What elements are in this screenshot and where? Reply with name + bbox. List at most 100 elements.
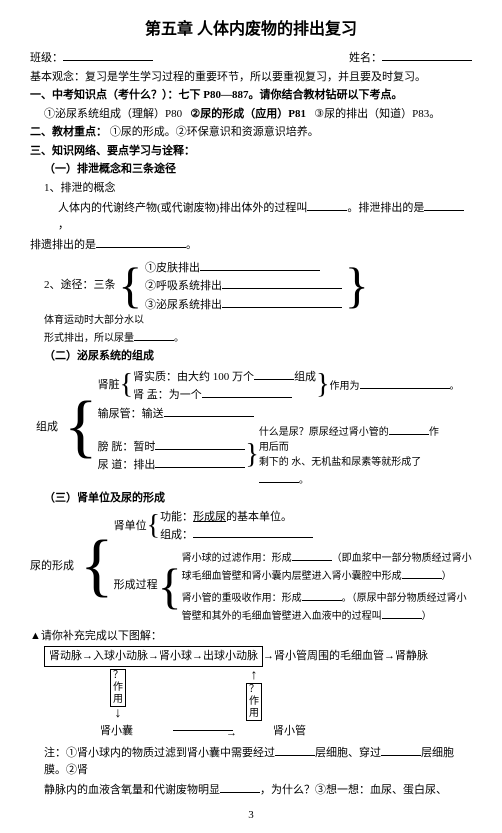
b-sz: {	[120, 372, 133, 397]
note2: 静脉内的血液含氧量和代谢废物明显，为什么？③想一想：血尿、蛋白尿、	[30, 780, 472, 799]
sub1-heading: （一）排泄概念和三条途径	[30, 161, 472, 178]
b-sz2: }	[316, 372, 329, 397]
sdw-inner: 功能：形成尿的基本单位。 组成：	[160, 509, 313, 544]
zc: 组成	[294, 371, 316, 383]
sub2-heading: （二）泌尿系统的组成	[30, 348, 472, 365]
kb2	[202, 385, 292, 398]
kidney-inner: 肾脏 { 肾实质：由大约 100 万个组成 肾 盂：为一个 } 作用为。 输尿管…	[98, 367, 460, 489]
header-row: 班级： 姓名：	[30, 48, 472, 67]
b-sdw: {	[147, 513, 160, 538]
brace-right: }	[345, 265, 369, 305]
concept-t3: ，	[58, 219, 69, 231]
sms: 什么是尿？原尿经过肾小管的	[259, 427, 389, 438]
sec2-heading: 二、教材重点：	[30, 126, 107, 138]
q2: ？	[249, 684, 259, 695]
basic-view: 基本观念：复习是学生学习过程的重要环节，所以要重视复习，并且要及时复习。	[30, 69, 472, 86]
concept-line: 人体内的代谢终产物(或代谢废物)排出体外的过程叫 。排泄排出的是 ，	[30, 198, 472, 233]
arrow1: ？ 作 用 ↓	[110, 669, 126, 721]
rb3	[222, 295, 342, 308]
kb6	[155, 455, 245, 468]
concept-t1: 人体内的代谢终产物(或代谢废物)排出体外的过程叫	[58, 202, 307, 214]
z2: 作	[249, 696, 259, 707]
page: 第五章 人体内废物的排出复习 班级： 姓名： 基本观念：复习是学生学习过程的重要…	[0, 0, 502, 833]
diagram-arrows: ？ 作 用 ↓ ↑ ？ 作 用	[30, 669, 472, 721]
zuoyong: 作用为	[330, 381, 360, 392]
routes-note: 体育运动时大部分水以 形式排出，所以尿量。	[44, 313, 184, 346]
nb8	[220, 780, 260, 793]
rb2	[222, 276, 342, 289]
shenzang: 肾脏	[98, 377, 120, 394]
up-arrow-icon: ↑	[246, 669, 262, 683]
sec1-i3: ③尿的排出（知道）P83。	[314, 108, 440, 120]
q1: ？	[113, 670, 123, 681]
flow-box: 肾动脉→入球小动脉→肾小球→出球小动脉	[44, 646, 263, 667]
brace-left: {	[118, 265, 142, 305]
flow2: →肾小管周围的毛细血管→肾静脉	[263, 650, 428, 662]
diagram-prompt: ▲请你补充完成以下图解：	[30, 628, 472, 645]
name-label: 姓名：	[349, 52, 382, 64]
kb8	[259, 470, 299, 483]
y2: 用	[249, 708, 259, 719]
b-neph: {	[80, 540, 114, 593]
sub3-heading: （三）肾单位及尿的形成	[30, 490, 472, 507]
zc2: 组成：	[160, 529, 193, 541]
kb7	[389, 422, 429, 435]
xcgc: 形成过程	[114, 577, 158, 594]
y1: 用	[113, 694, 123, 705]
shenyu: 肾 盂：为一个	[133, 389, 202, 401]
sec1-i2: ②尿的形成（应用）P81	[190, 108, 306, 120]
sx: 剩下的 水、无机盐和尿素等就形成了	[259, 457, 422, 468]
sec2-items: ①尿的形成。②环保意识和资源意识培养。	[110, 126, 319, 138]
brace-kidney: {	[64, 401, 98, 454]
zuoyong-note: 作用为。	[330, 376, 460, 394]
n1b: 层细胞、穿过	[315, 747, 381, 759]
page-number: 3	[30, 807, 472, 824]
kb5	[155, 437, 245, 450]
n1a: 注：①肾小球内的物质过滤到肾小囊中需要经过	[44, 747, 275, 759]
kidney-block: 组成 { 肾脏 { 肾实质：由大约 100 万个组成 肾 盂：为一个 } 作用为…	[30, 367, 472, 489]
class-label: 班级：	[30, 52, 63, 64]
note1: 注：①肾小球内的物质过滤到肾小囊中需要经过层细胞、穿过层细胞膜。②肾	[30, 743, 472, 778]
sec1-items: ①泌尿系统组成（理解）P80 ②尿的形成（应用）P81 ③尿的排出（知道）P83…	[30, 106, 472, 123]
sec3-heading: 三、知识网络、要点学习与诠释：	[30, 143, 472, 160]
class-blank	[63, 48, 153, 61]
b2	[424, 198, 464, 211]
b1	[307, 198, 347, 211]
kb4	[164, 404, 254, 417]
zucheng-label: 组成	[30, 419, 64, 436]
shizhi: 肾实质：由大约 100 万个	[133, 371, 254, 383]
glom: 肾小球的过滤作用：形成	[182, 553, 292, 564]
nb6	[275, 743, 315, 756]
pangguang: 膀 胱：暂时	[98, 441, 156, 453]
r3: ③泌尿系统排出	[145, 299, 222, 311]
concept-t2: 。排泄排出的是	[347, 202, 424, 214]
r2: ②呼吸系统排出	[145, 280, 222, 292]
sec1-heading: 一、中考知识点（考什么？）：七下 P80—887。请你结合教材钻研以下考点。	[30, 87, 472, 104]
concept-line2: 排遗排出的是。	[30, 235, 472, 254]
nb1	[193, 525, 313, 538]
niao-note: 什么是尿？原尿经过肾小管的作用后而 剩下的 水、无机盐和尿素等就形成了。	[259, 422, 439, 488]
rb1	[200, 258, 320, 271]
n2a: 静脉内的血液含氧量和代谢废物明显	[44, 784, 220, 796]
niaodao: 尿 道：排出	[98, 459, 156, 471]
nb4	[302, 588, 342, 601]
name-blank	[382, 48, 472, 61]
nb5	[382, 606, 422, 619]
routes-num: 2、途径：三条	[44, 277, 116, 294]
sxg: 肾小管	[273, 723, 306, 740]
xc-inner: 肾小球的过滤作用：形成（即血浆中一部分物质经过肾小球毛细血管壁和肾小囊内层壁进入…	[182, 548, 472, 624]
kb1	[254, 367, 294, 380]
sxn: 肾小囊	[100, 723, 133, 740]
niaode: 尿的形成	[30, 558, 80, 575]
sz-inner: 肾实质：由大约 100 万个 组成 肾 盂：为一个	[133, 367, 316, 404]
concept-num: 1、排泄的概念	[30, 180, 472, 197]
z1: 作	[113, 682, 123, 693]
diagram: 肾动脉→入球小动脉→肾小球→出球小动脉→肾小管周围的毛细血管→肾静脉	[30, 646, 472, 667]
b-xc: {	[158, 566, 182, 606]
tub: 肾小管的重吸收作用：形成	[182, 593, 302, 604]
r1: ①皮肤排出	[145, 262, 200, 274]
b-niao: }	[245, 442, 258, 467]
nb3	[402, 566, 442, 579]
nb2	[292, 548, 332, 561]
right-arrow-line: →	[173, 730, 233, 731]
